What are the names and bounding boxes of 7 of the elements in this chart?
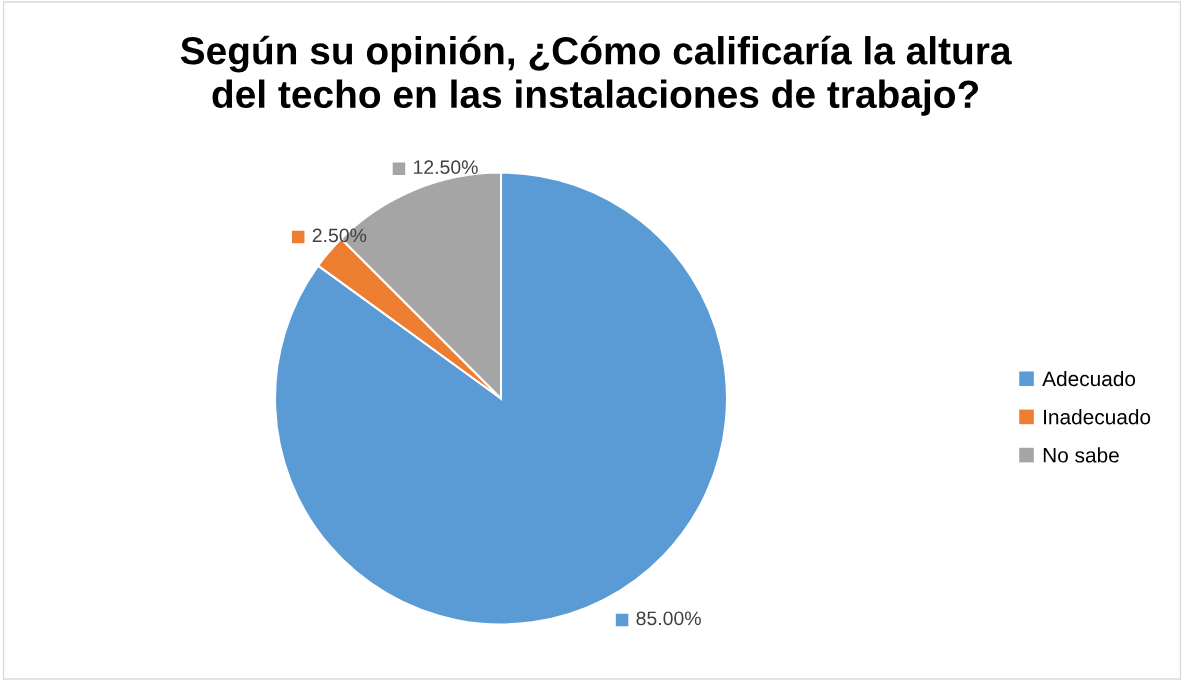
legend-label: Inadecuado [1044,409,1151,425]
data-label: 12.50% [413,160,478,175]
chart-title: Según su opinión, ¿Cómo calificaría la altura del techo en las instalaciones de trabajo? [180,35,1012,116]
data-label: 85.00% [636,611,701,626]
data-label: 2.50% [312,228,367,243]
legend-label: No sabe [1043,447,1119,463]
legend-label: Adecuado [1042,370,1136,387]
